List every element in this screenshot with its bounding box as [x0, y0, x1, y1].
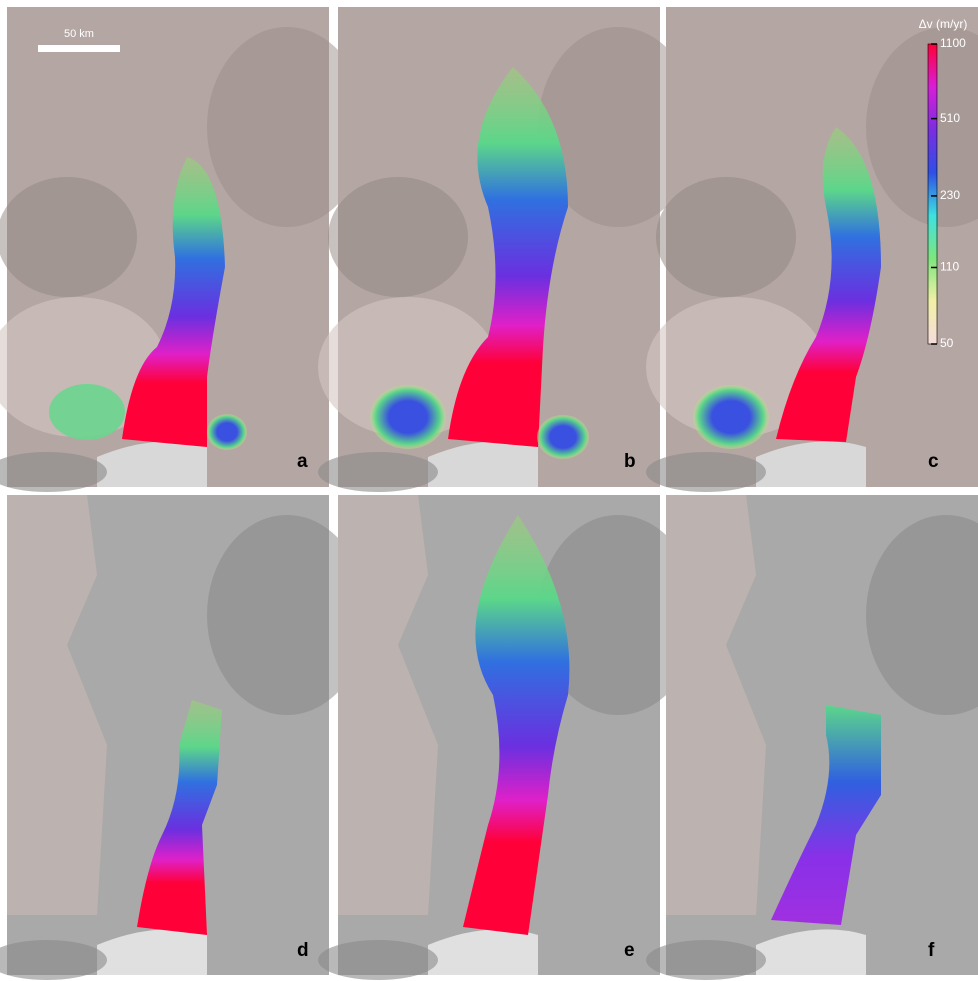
colorbar-tick-label: 510: [940, 111, 960, 125]
colorbar-tick-label: 110: [940, 260, 959, 274]
scale-label: 50 km: [64, 28, 94, 40]
panel-label: f: [928, 940, 935, 961]
panel-f: f: [646, 495, 978, 980]
panel-label: d: [297, 940, 309, 961]
colorbar: [928, 44, 937, 344]
panel-a: 50 km a: [0, 7, 367, 492]
panel-label: e: [624, 940, 635, 961]
panel-e: e: [318, 495, 698, 980]
panel-b: b: [318, 7, 698, 492]
colorbar-title: Δv (m/yr): [919, 17, 968, 31]
colorbar-tick-label: 50: [940, 336, 954, 350]
colorbar-tick-label: 230: [940, 188, 960, 202]
scale-bar: [38, 45, 120, 52]
panel-d: d: [0, 495, 367, 980]
colorbar-tick-label: 1100: [940, 36, 966, 50]
panel-label: a: [297, 451, 308, 472]
panel-c: c: [646, 7, 978, 492]
figure: 50 km a b c d e f Δv (m/yr) 50 110 230 510 1…: [0, 0, 978, 981]
panel-label: b: [624, 451, 636, 472]
panel-label: c: [928, 451, 939, 472]
